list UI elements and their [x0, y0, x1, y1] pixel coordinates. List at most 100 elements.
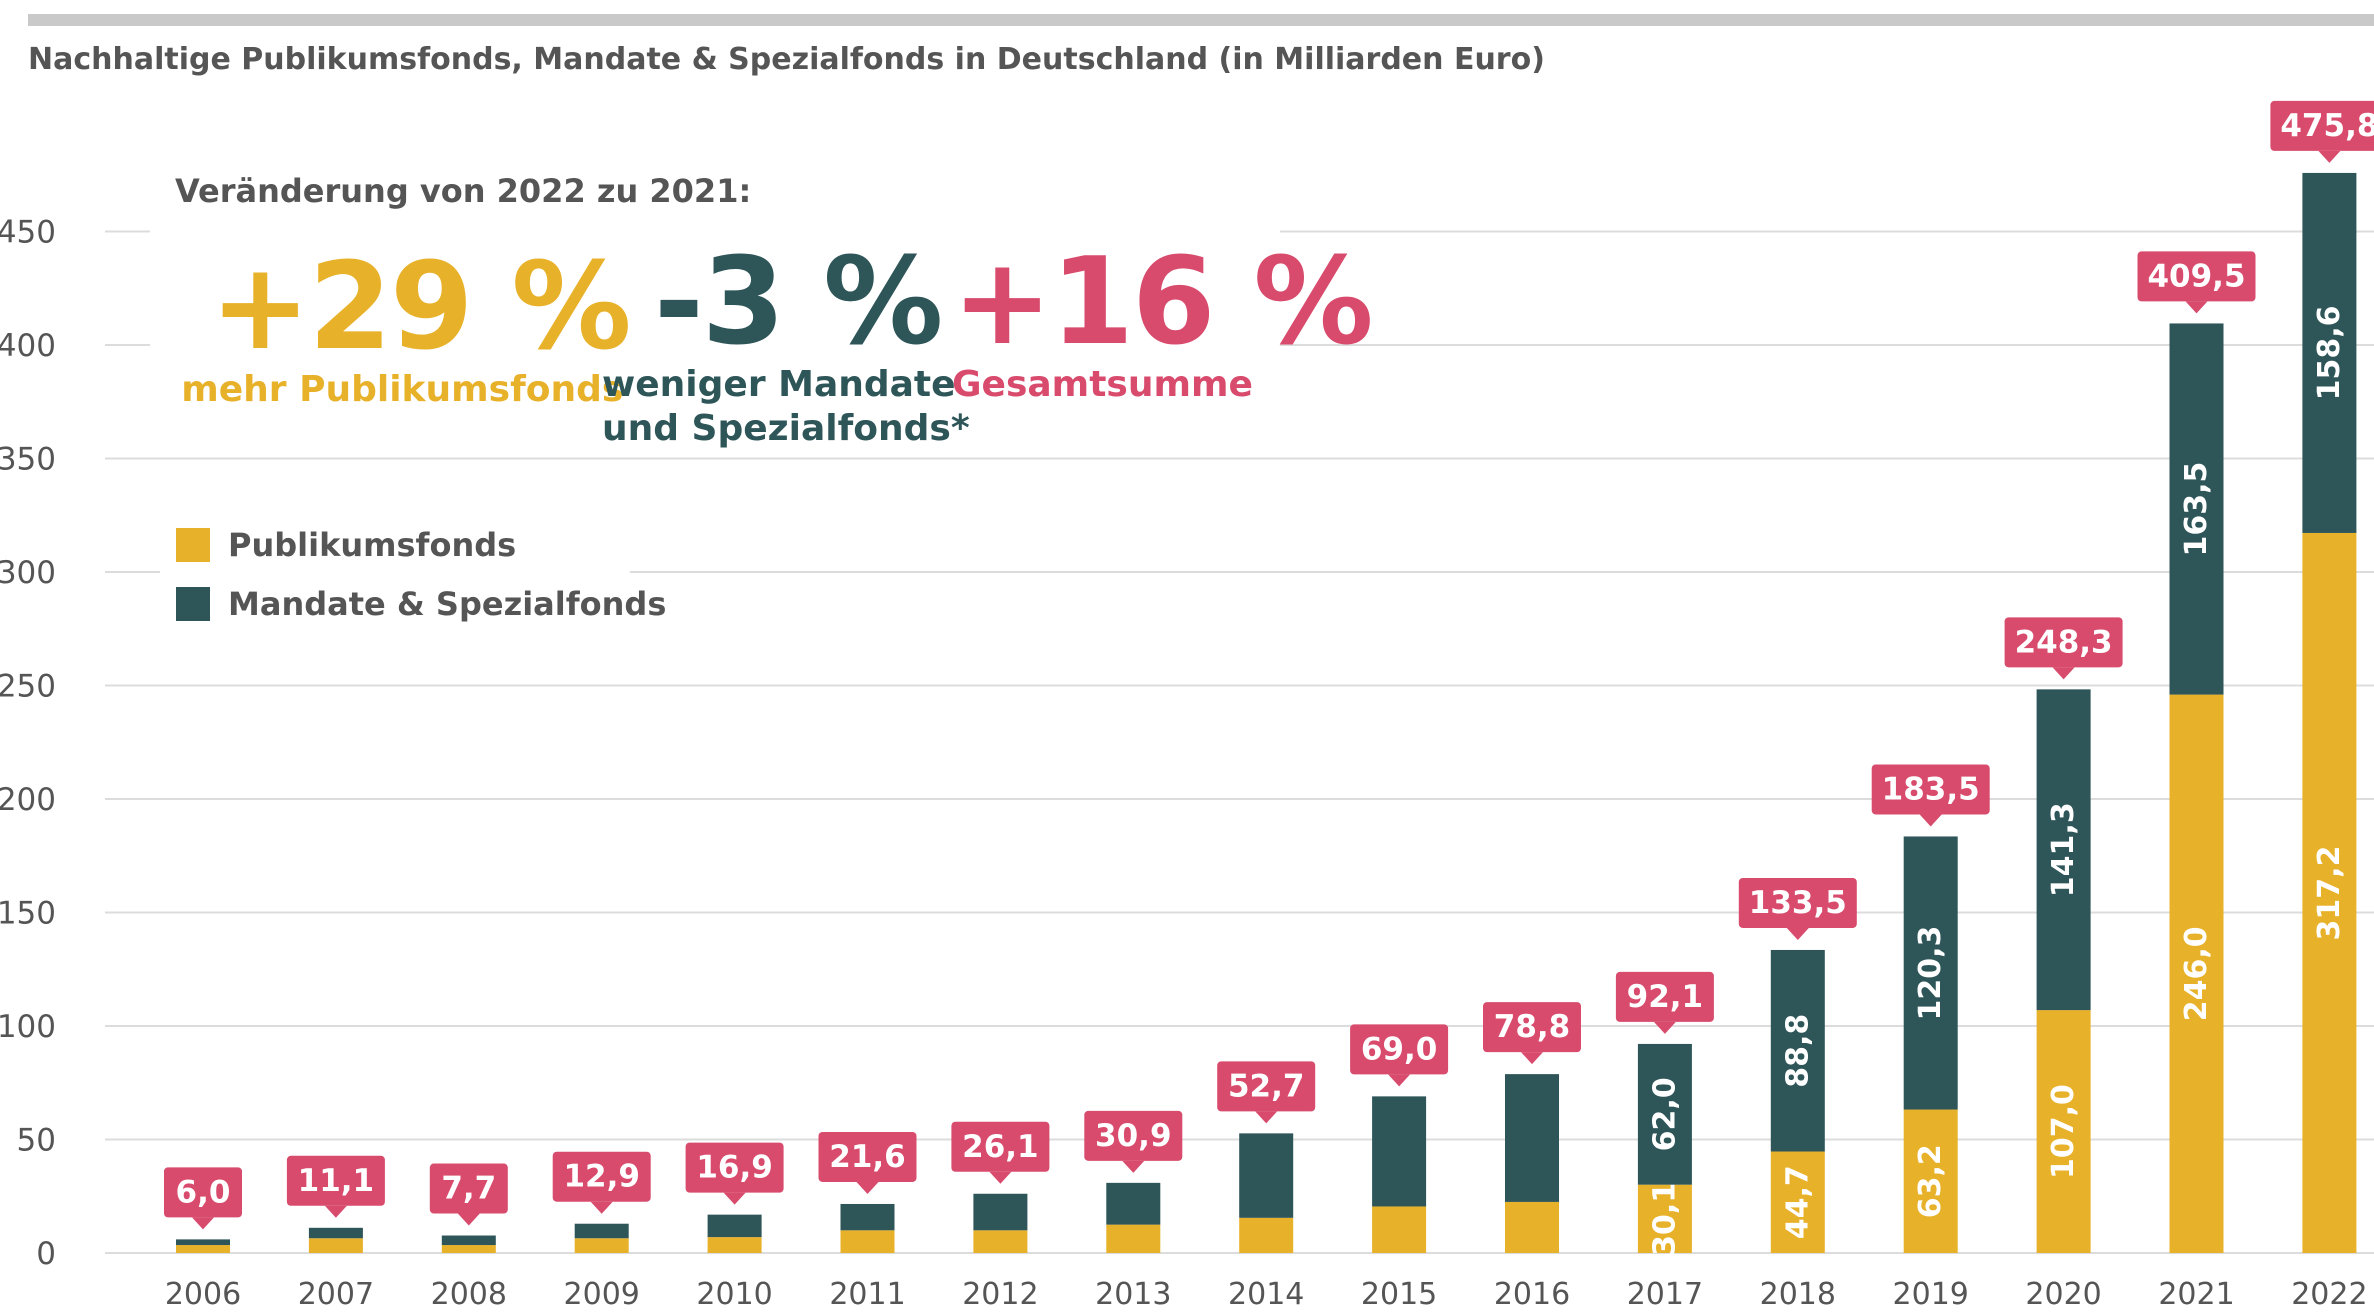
- bar-segment: [1637, 1043, 1692, 1185]
- total-callout-pointer: [457, 1213, 480, 1226]
- legend-swatch-mandate: [176, 587, 210, 621]
- stat-gesamtsumme: +16 % Gesamtsumme: [952, 243, 1374, 407]
- x-tick-label: 2015: [1361, 1277, 1437, 1312]
- total-callout: [164, 1167, 242, 1218]
- total-value-label: 52,7: [1228, 1068, 1305, 1104]
- x-tick-label: 2019: [1893, 1277, 1969, 1312]
- bar-segment: [1505, 1201, 1559, 1253]
- segment-value-label: 88,8: [1780, 1014, 1815, 1088]
- bar-segment: [1505, 1074, 1559, 1202]
- y-tick-label: 0: [36, 1236, 56, 1272]
- y-tick-label: 350: [0, 442, 56, 478]
- bar-segment: [1903, 836, 1958, 1110]
- bar-segment: [1239, 1133, 1294, 1218]
- x-tick-label: 2016: [1494, 1277, 1570, 1312]
- total-callout: [1084, 1110, 1183, 1161]
- total-value-label: 133,5: [1749, 885, 1847, 921]
- total-value-label: 183,5: [1882, 771, 1980, 807]
- x-tick-label: 2017: [1627, 1277, 1703, 1312]
- segment-value-label: 30,1: [1647, 1182, 1682, 1256]
- legend-swatch-publikumsfonds: [176, 528, 210, 562]
- segment-value-label: 107,0: [2046, 1084, 2081, 1179]
- total-value-label: 475,8: [2280, 108, 2374, 144]
- bar-segment: [707, 1237, 762, 1253]
- x-tick-label: 2007: [298, 1277, 374, 1312]
- bar-segment: [973, 1230, 1028, 1253]
- total-callout-pointer: [723, 1192, 746, 1205]
- bar-segment: [840, 1230, 895, 1253]
- bar-segment: [2169, 694, 2224, 1253]
- total-value-label: 12,9: [563, 1159, 640, 1195]
- bar-segment: [176, 1245, 230, 1253]
- bar-segment: [441, 1235, 496, 1246]
- bar-segment: [2302, 532, 2357, 1253]
- segment-value-label: 44,7: [1780, 1165, 1815, 1239]
- x-tick-label: 2009: [564, 1277, 640, 1312]
- total-callout-pointer: [590, 1201, 613, 1214]
- total-callout-pointer: [1653, 1021, 1676, 1034]
- stat-mandate-caption-line1: weniger Mandate: [602, 364, 956, 405]
- total-callout-pointer: [2052, 667, 2075, 680]
- total-callout: [1738, 877, 1857, 928]
- total-callout-pointer: [192, 1217, 214, 1230]
- total-callout-pointer: [856, 1181, 879, 1194]
- total-value-label: 16,9: [696, 1150, 773, 1186]
- top-rule: [28, 14, 2374, 26]
- bar-segment: [1239, 1217, 1294, 1253]
- x-tick-label: 2008: [431, 1277, 507, 1312]
- bar-segment: [574, 1238, 629, 1253]
- legend-label-mandate: Mandate & Spezialfonds: [228, 585, 667, 623]
- total-callout-pointer: [1122, 1160, 1145, 1173]
- total-callout: [286, 1155, 385, 1206]
- total-callout: [1217, 1061, 1316, 1112]
- total-callout: [1871, 764, 1990, 815]
- y-tick-label: 100: [0, 1009, 56, 1045]
- bar-segment: [973, 1193, 1028, 1231]
- total-callout-pointer: [1388, 1074, 1411, 1087]
- legend-item-mandate: Mandate & Spezialfonds: [176, 585, 667, 623]
- total-value-label: 248,3: [2015, 624, 2113, 660]
- stat-gesamtsumme-caption: Gesamtsumme: [952, 364, 1253, 405]
- x-tick-label: 2020: [2025, 1277, 2101, 1312]
- total-value-label: 92,1: [1627, 979, 1704, 1015]
- bar-segment: [1903, 1109, 1958, 1253]
- bar-segment: [2169, 323, 2224, 695]
- bar-segment: [2302, 172, 2357, 533]
- total-callout: [1350, 1024, 1449, 1075]
- total-value-label: 6,0: [176, 1174, 231, 1210]
- bar-segment: [2036, 1010, 2091, 1253]
- x-tick-label: 2021: [2158, 1277, 2234, 1312]
- change-heading: Veränderung von 2022 zu 2021:: [175, 172, 752, 210]
- y-tick-label: 50: [17, 1123, 56, 1159]
- change-panel-background: [150, 160, 1280, 450]
- total-callout: [429, 1163, 508, 1214]
- segment-value-label: 62,0: [1647, 1077, 1682, 1151]
- total-value-label: 7,7: [441, 1171, 496, 1207]
- segment-value-label: 158,6: [2312, 305, 2347, 400]
- y-tick-label: 150: [0, 896, 56, 932]
- total-callout-pointer: [2185, 301, 2208, 314]
- total-callout: [1615, 971, 1714, 1022]
- x-tick-label: 2006: [165, 1277, 241, 1312]
- bar-segment: [308, 1238, 363, 1253]
- total-value-label: 69,0: [1361, 1031, 1438, 1067]
- y-tick-label: 200: [0, 782, 56, 818]
- total-callout-pointer: [989, 1171, 1012, 1184]
- segment-value-label: 63,2: [1913, 1144, 1948, 1218]
- bar-segment: [176, 1239, 230, 1246]
- legend-item-publikumsfonds: Publikumsfonds: [176, 526, 516, 564]
- x-tick-label: 2012: [962, 1277, 1038, 1312]
- total-callout: [951, 1121, 1050, 1172]
- chart-title: Nachhaltige Publikumsfonds, Mandate & Sp…: [28, 42, 1545, 77]
- bar-segment: [1637, 1184, 1692, 1253]
- x-tick-label: 2010: [696, 1277, 772, 1312]
- bar-segment: [308, 1227, 363, 1239]
- segment-value-label: 317,2: [2312, 846, 2347, 941]
- stat-mandate: -3 % weniger Mandate und Spezialfonds*: [602, 243, 970, 451]
- total-callout-pointer: [1919, 814, 1942, 827]
- total-callout: [1483, 1002, 1581, 1053]
- x-tick-label: 2014: [1228, 1277, 1304, 1312]
- bar-segment: [1106, 1224, 1161, 1253]
- total-value-label: 409,5: [2147, 258, 2245, 294]
